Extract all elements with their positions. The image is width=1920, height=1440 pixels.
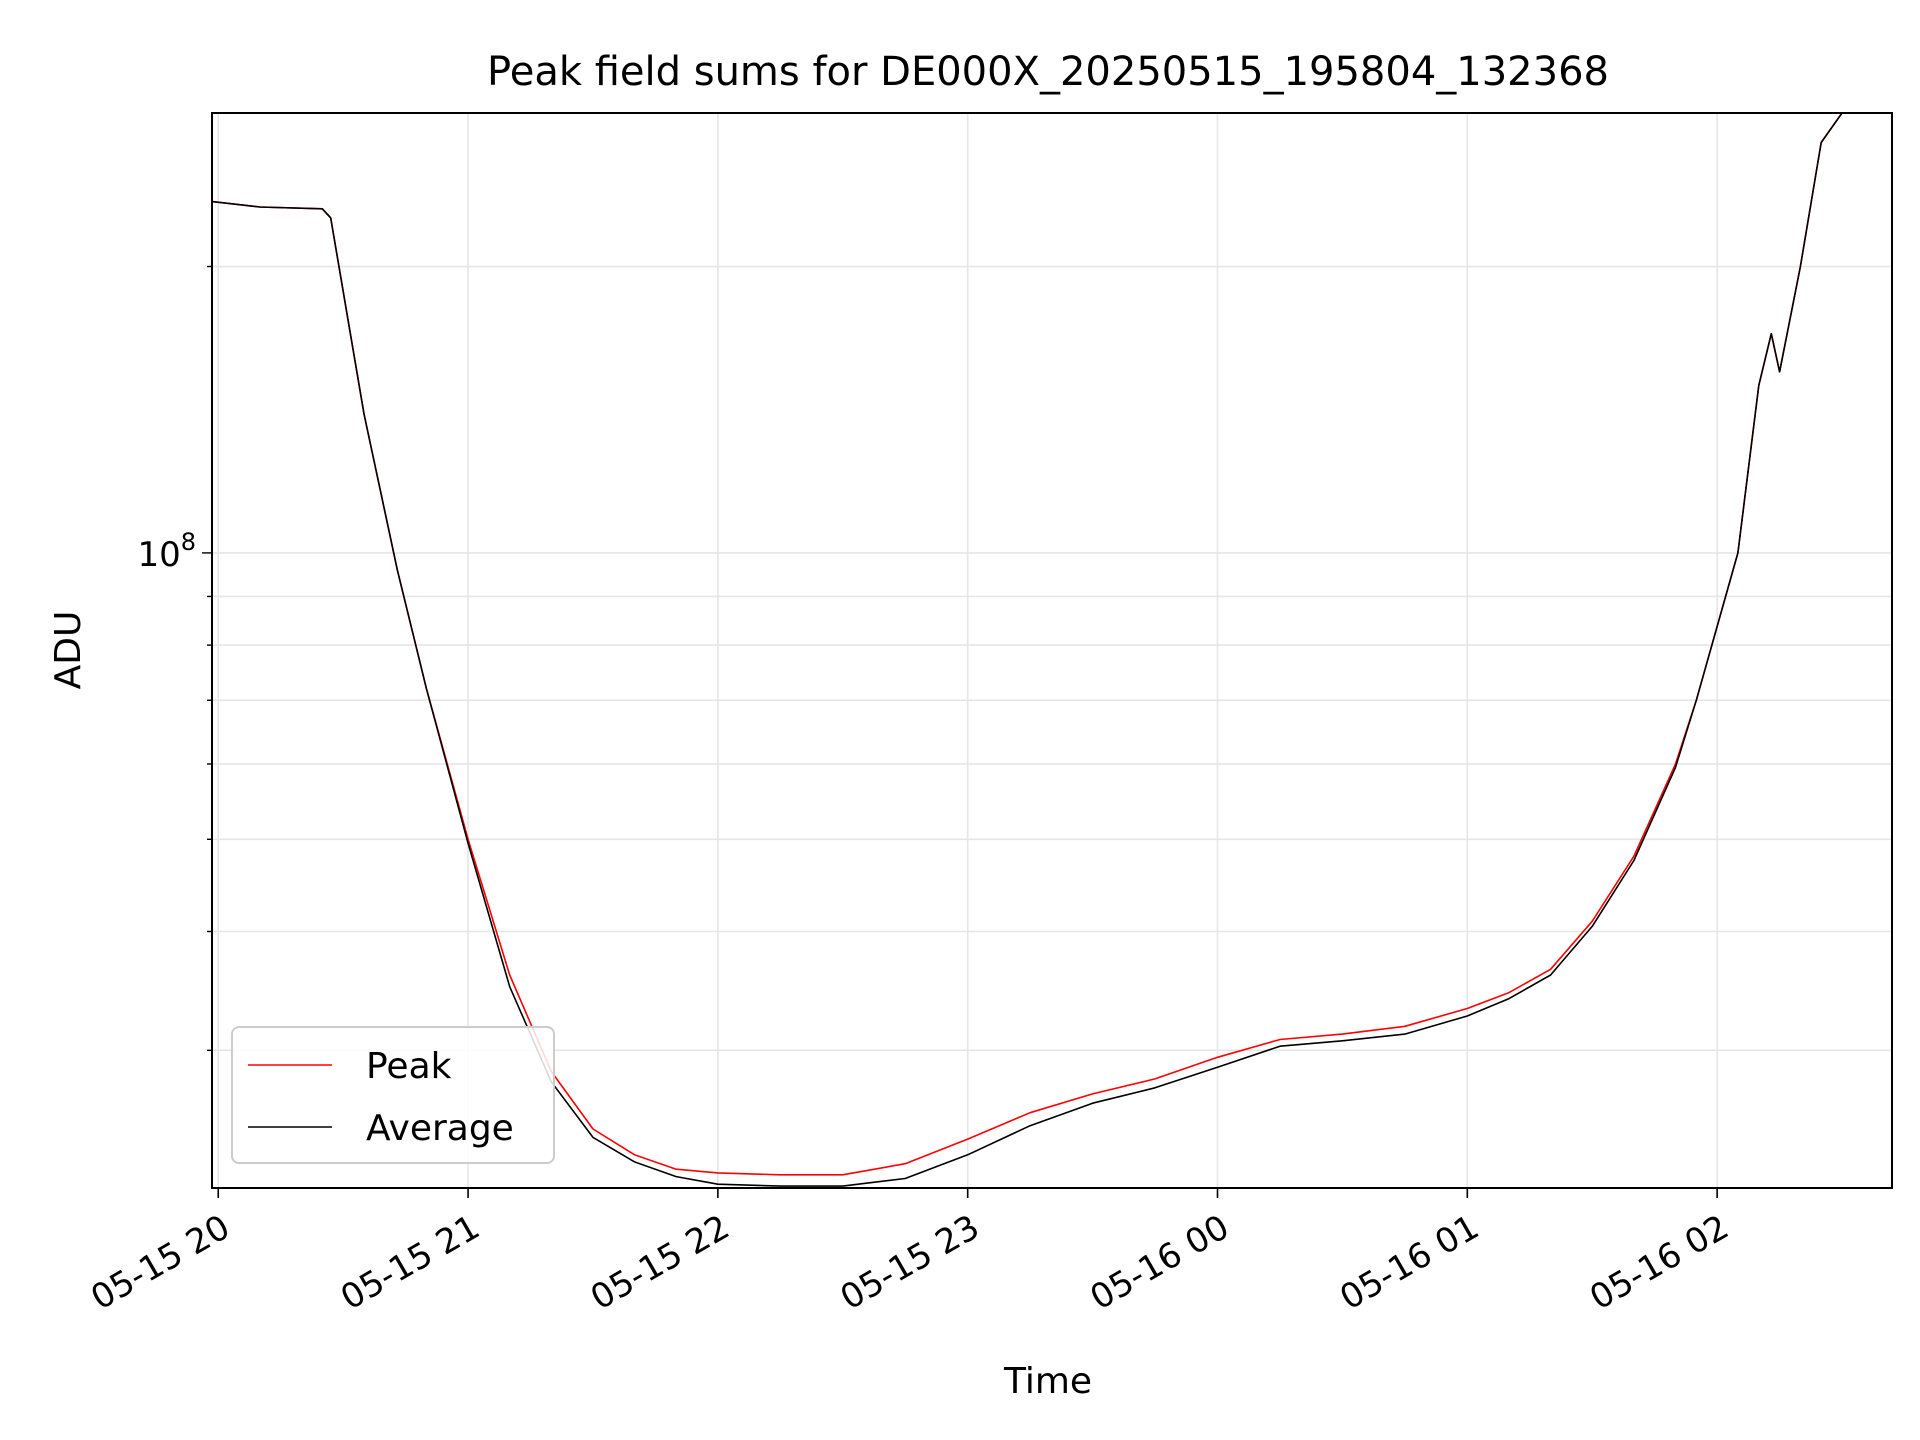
y-tick-label-exponent: 8 [181,528,196,556]
chart-title: Peak field sums for DE000X_20250515_1958… [487,49,1609,95]
plot-lines [212,113,1892,1187]
y-axis: 108 [137,265,212,1052]
y-tick-label: 108 [137,528,196,575]
y-axis-label: ADU [48,611,89,690]
x-axis-label: Time [1003,1361,1092,1402]
legend-peak-label: Peak [366,1046,452,1087]
plot-frame [211,112,1893,1189]
legend-box [231,1026,555,1164]
y-tick-label-base: 10 [137,535,180,575]
legend-average-label: Average [366,1108,514,1149]
series-line-average [212,113,1892,1187]
legend: Peak Average [231,1026,555,1164]
